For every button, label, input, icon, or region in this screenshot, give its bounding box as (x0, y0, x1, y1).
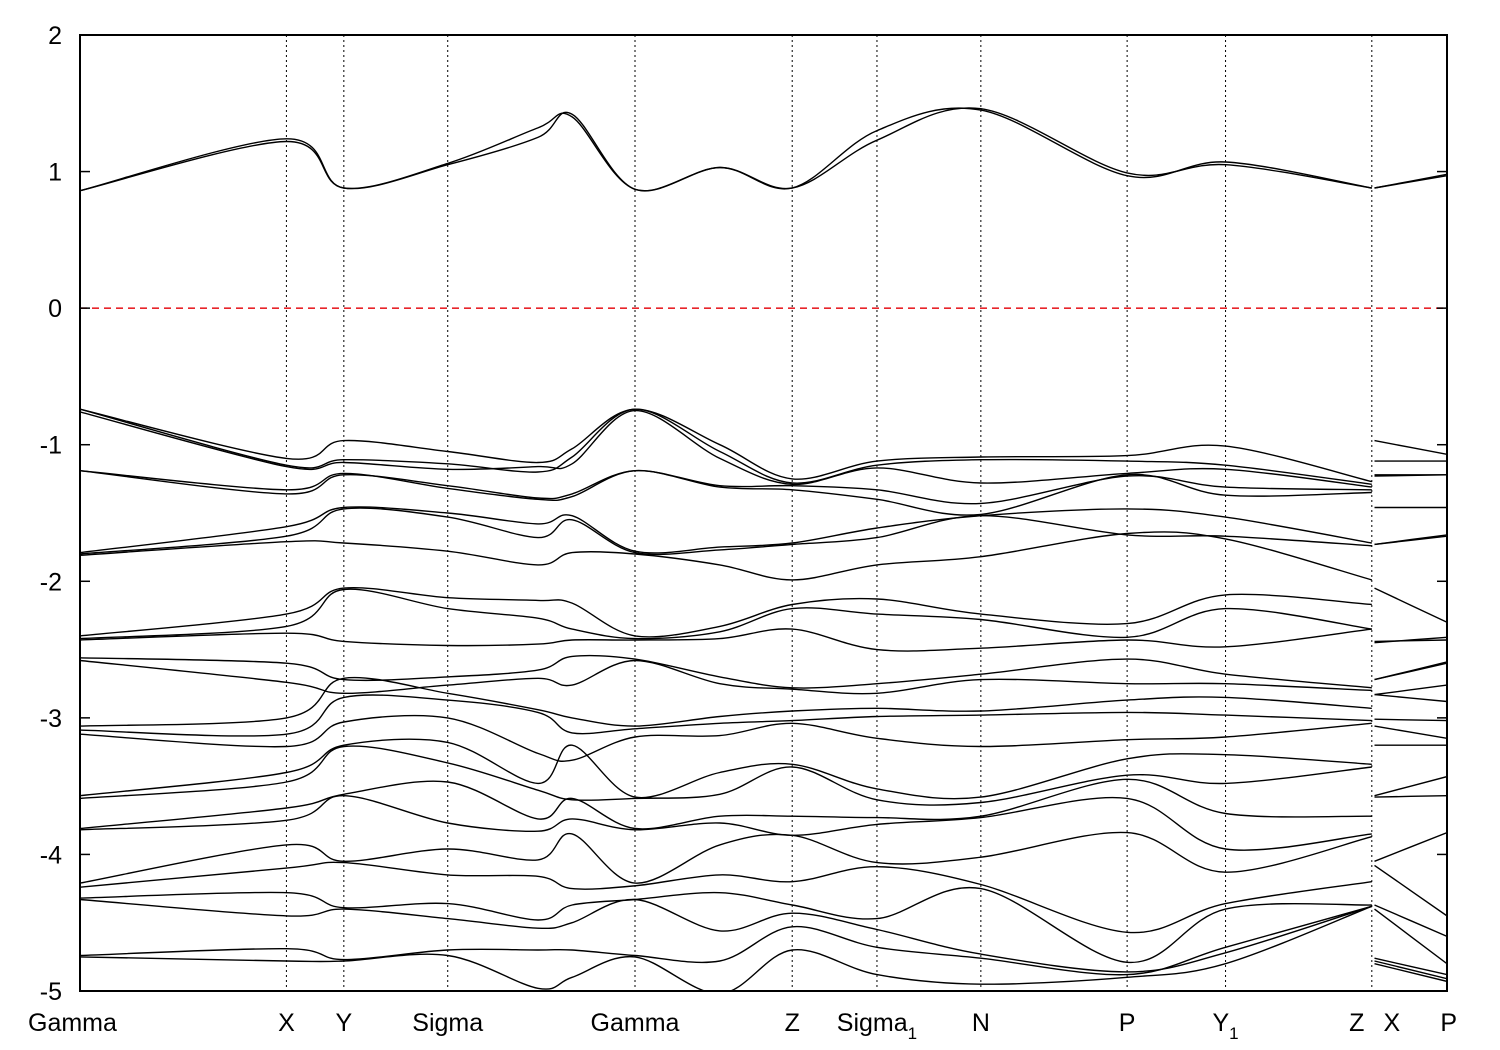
x-tick-label: Y (335, 1009, 352, 1037)
band-line (80, 738, 1447, 800)
x-tick-label: P (1119, 1009, 1136, 1037)
band-line (80, 588, 1447, 644)
band-line (80, 408, 1447, 483)
band-line (80, 469, 1447, 505)
y-tick-label: 2 (48, 22, 62, 50)
band-line (80, 905, 1447, 991)
band-line (80, 905, 1447, 980)
kpoint-gridlines (285, 35, 1373, 991)
x-tick-label: X (278, 1009, 295, 1037)
y-tick-label: -2 (40, 568, 62, 596)
band-line (80, 778, 1447, 830)
y-tick-label: 1 (48, 159, 62, 187)
plot-frame (79, 34, 1448, 992)
band-line (80, 861, 1447, 938)
band-line (80, 745, 1447, 806)
band-line (80, 628, 1447, 681)
x-axis-ticks: Gamma X Y Sigma Gamma Z Sigma1 N P Y1 Z X P (28, 1009, 1457, 1043)
band-line (80, 794, 1447, 862)
band-line (80, 831, 1447, 917)
band-line (80, 714, 1447, 762)
y-tick-label: -5 (40, 978, 62, 1006)
y-tick-label: -1 (40, 432, 62, 460)
y-tick-label: -4 (40, 841, 62, 869)
y-tick-label: -3 (40, 705, 62, 733)
band-line (80, 898, 1447, 976)
x-tick-label: Sigma (412, 1009, 483, 1037)
band-line (80, 107, 1447, 192)
band-line (80, 408, 1447, 485)
x-tick-label: P (1440, 1009, 1457, 1037)
x-tick-label: Z (785, 1009, 800, 1037)
x-tick-label: Z (1349, 1009, 1364, 1037)
band-lines (80, 107, 1447, 991)
band-line (80, 886, 1447, 965)
band-line (80, 694, 1447, 737)
y-tick-label: 0 (48, 295, 62, 323)
band-line (80, 107, 1447, 192)
x-tick-label: Gamma (591, 1009, 680, 1037)
band-line (80, 469, 1447, 516)
band-line (80, 659, 1447, 696)
x-tick-label: Sigma1 (837, 1009, 917, 1043)
x-tick-label: X (1383, 1009, 1400, 1037)
x-tick-label: Gamma (28, 1009, 117, 1037)
y-axis-ticks: -5 -4 -3 -2 -1 0 1 2 (40, 22, 1447, 1006)
x-tick-label: Y1 (1212, 1009, 1238, 1043)
band-line (80, 531, 1447, 623)
x-tick-label: N (972, 1009, 990, 1037)
band-line (80, 676, 1447, 727)
band-line (80, 507, 1447, 556)
band-line (80, 654, 1447, 689)
